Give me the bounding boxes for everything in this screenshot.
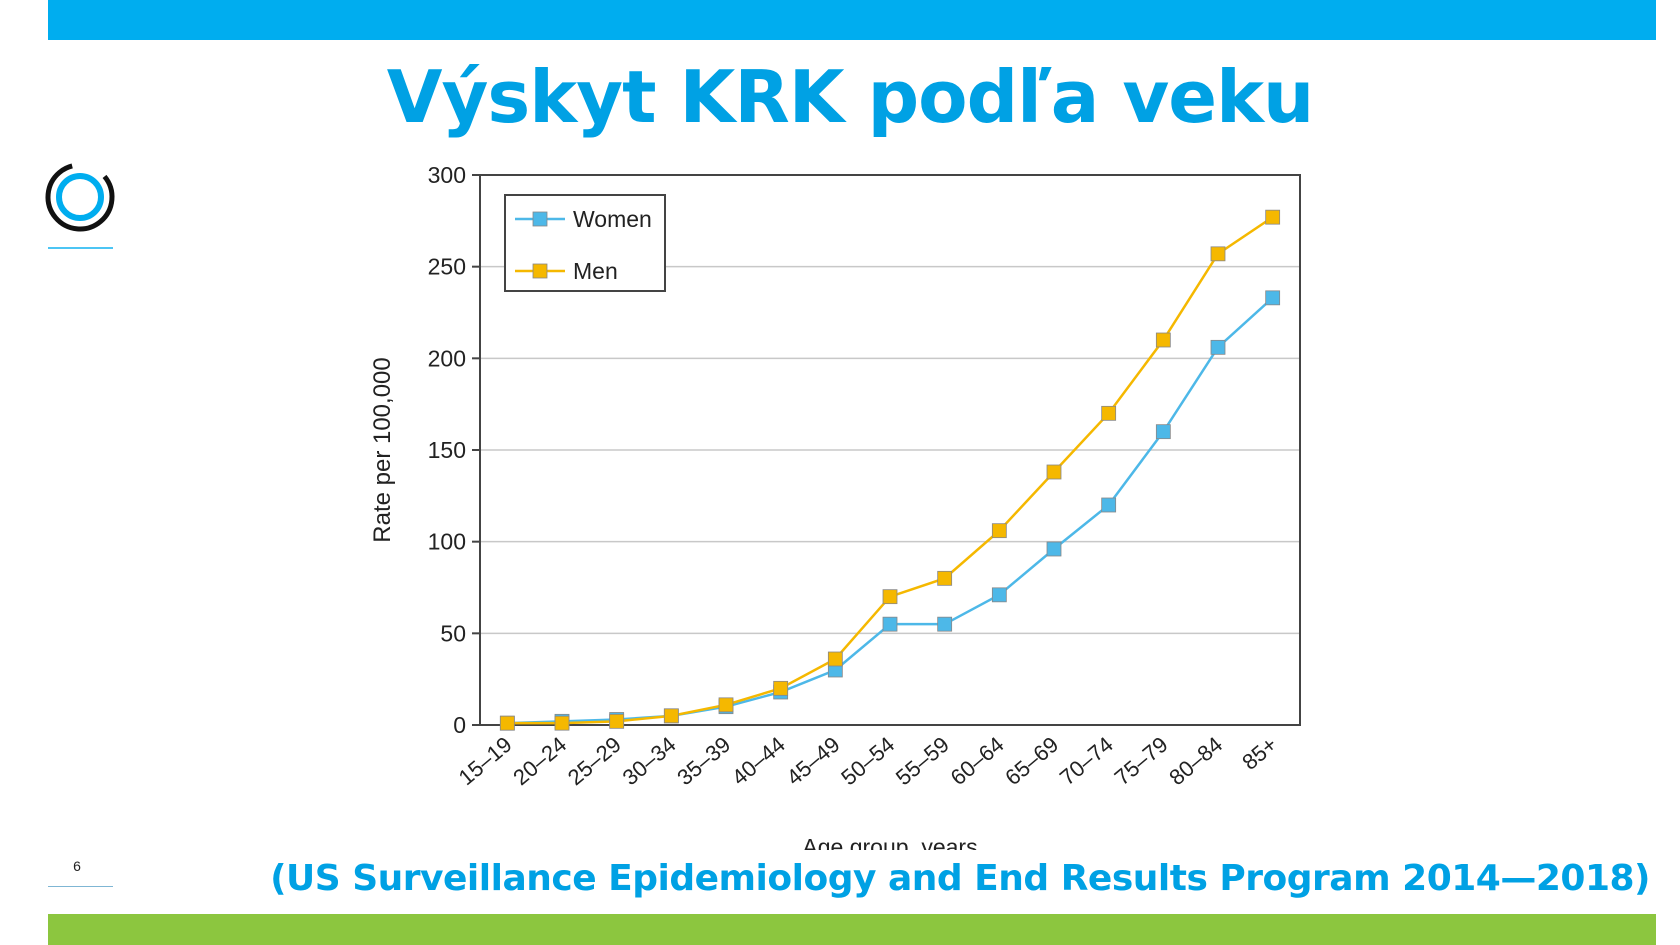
x-tick-label: 50–54 <box>836 732 899 790</box>
data-point <box>827 651 843 667</box>
legend-item-women: Women <box>515 206 652 232</box>
data-point <box>1265 209 1281 225</box>
legend-marker <box>532 211 548 227</box>
data-point <box>499 715 515 731</box>
data-point <box>937 616 953 632</box>
data-point <box>1046 464 1062 480</box>
x-tick-label: 45–49 <box>782 732 845 790</box>
y-axis-label: Rate per 100,000 <box>369 357 396 542</box>
grid-layer <box>480 265 1300 635</box>
x-axis-label: Age group, years <box>802 834 977 850</box>
x-tick-label: 30–34 <box>618 732 681 790</box>
data-point <box>1155 424 1171 440</box>
y-tick-label: 50 <box>440 620 466 646</box>
data-point <box>1046 541 1062 557</box>
data-point <box>1101 405 1117 421</box>
y-tick-label: 0 <box>453 712 466 738</box>
data-point <box>937 570 953 586</box>
data-point <box>1210 339 1226 355</box>
x-tick-label: 15–19 <box>454 732 517 790</box>
data-point <box>1265 290 1281 306</box>
x-ticks: 15–1920–2425–2930–3435–3940–4445–4950–54… <box>454 732 1282 790</box>
x-tick-label: 25–29 <box>563 732 626 790</box>
series-layer <box>499 209 1281 731</box>
legend-label: Men <box>573 258 618 284</box>
page-number-underline <box>48 886 113 887</box>
data-point <box>882 616 898 632</box>
top-accent-bar <box>48 0 1656 40</box>
x-tick-label: 20–24 <box>508 732 571 790</box>
x-tick-label: 85+ <box>1237 732 1282 775</box>
y-tick-label: 150 <box>428 437 466 463</box>
x-tick-label: 75–79 <box>1110 732 1173 790</box>
x-tick-label: 55–59 <box>891 732 954 790</box>
series-line <box>507 216 1274 725</box>
slide-title: Výskyt KRK podľa veku <box>386 55 1315 139</box>
data-point <box>609 713 625 729</box>
legend-label: Women <box>573 206 652 232</box>
data-point <box>991 587 1007 603</box>
legend-marker <box>532 263 548 279</box>
data-point <box>663 708 679 724</box>
source-citation: (US Surveillance Epidemiology and End Re… <box>270 858 1650 899</box>
data-point <box>773 680 789 696</box>
data-point <box>554 715 570 731</box>
data-point <box>991 523 1007 539</box>
logo-underline <box>48 247 113 249</box>
y-tick-label: 200 <box>428 345 466 371</box>
series-line <box>507 296 1274 725</box>
legend-box <box>504 194 666 292</box>
x-tick-label: 80–84 <box>1164 732 1227 790</box>
x-tick-label: 40–44 <box>727 732 790 790</box>
data-point <box>882 589 898 605</box>
series-women <box>499 290 1281 731</box>
y-ticks: 0 50 100 150 200 250 300 <box>428 162 480 738</box>
x-tick-label: 35–39 <box>672 732 735 790</box>
x-tick-label: 70–74 <box>1055 732 1118 790</box>
page-number: 6 <box>73 858 81 874</box>
y-tick-label: 100 <box>428 529 466 555</box>
y-tick-label: 250 <box>428 254 466 280</box>
chart-legend: Women Men <box>504 194 666 292</box>
data-point <box>1155 332 1171 348</box>
x-tick-label: 60–64 <box>946 732 1009 790</box>
logo-icon <box>45 162 115 232</box>
data-point <box>1210 246 1226 262</box>
line-chart: 0 50 100 150 200 250 300 15–1920–2425–2930–343… <box>369 162 1301 850</box>
legend-item-men: Men <box>515 258 618 284</box>
y-tick-label: 300 <box>428 162 466 188</box>
data-point <box>1101 497 1117 513</box>
series-men <box>499 209 1281 731</box>
bottom-accent-bar <box>48 914 1656 945</box>
data-point <box>718 697 734 713</box>
x-tick-label: 65–69 <box>1000 732 1063 790</box>
